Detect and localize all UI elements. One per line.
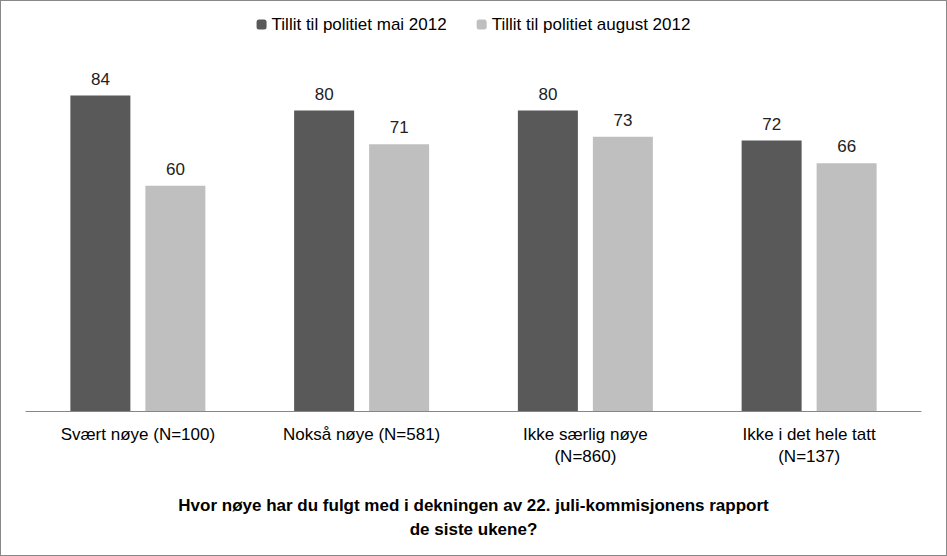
svg-text:Tillit til politiet mai 2012: Tillit til politiet mai 2012 (272, 15, 447, 34)
svg-text:Ikke særlig nøye: Ikke særlig nøye (523, 425, 648, 444)
svg-text:(N=860): (N=860) (554, 447, 616, 466)
svg-text:60: 60 (166, 160, 185, 179)
svg-text:Svært nøye (N=100): Svært nøye (N=100) (61, 425, 215, 444)
svg-text:80: 80 (538, 85, 557, 104)
svg-text:73: 73 (613, 111, 632, 130)
svg-text:Tillit til politiet august 201: Tillit til politiet august 2012 (492, 15, 691, 34)
svg-text:de siste ukene?: de siste ukene? (410, 520, 538, 539)
svg-text:72: 72 (762, 115, 781, 134)
svg-text:Hvor nøye har du fulgt med i d: Hvor nøye har du fulgt med i dekningen a… (178, 496, 769, 515)
svg-text:Nokså nøye (N=581): Nokså nøye (N=581) (283, 425, 440, 444)
svg-text:Ikke i det hele tatt: Ikke i det hele tatt (743, 425, 877, 444)
svg-text:71: 71 (390, 118, 409, 137)
svg-text:66: 66 (837, 137, 856, 156)
svg-text:(N=137): (N=137) (778, 447, 840, 466)
svg-text:84: 84 (91, 70, 110, 89)
svg-text:80: 80 (315, 85, 334, 104)
